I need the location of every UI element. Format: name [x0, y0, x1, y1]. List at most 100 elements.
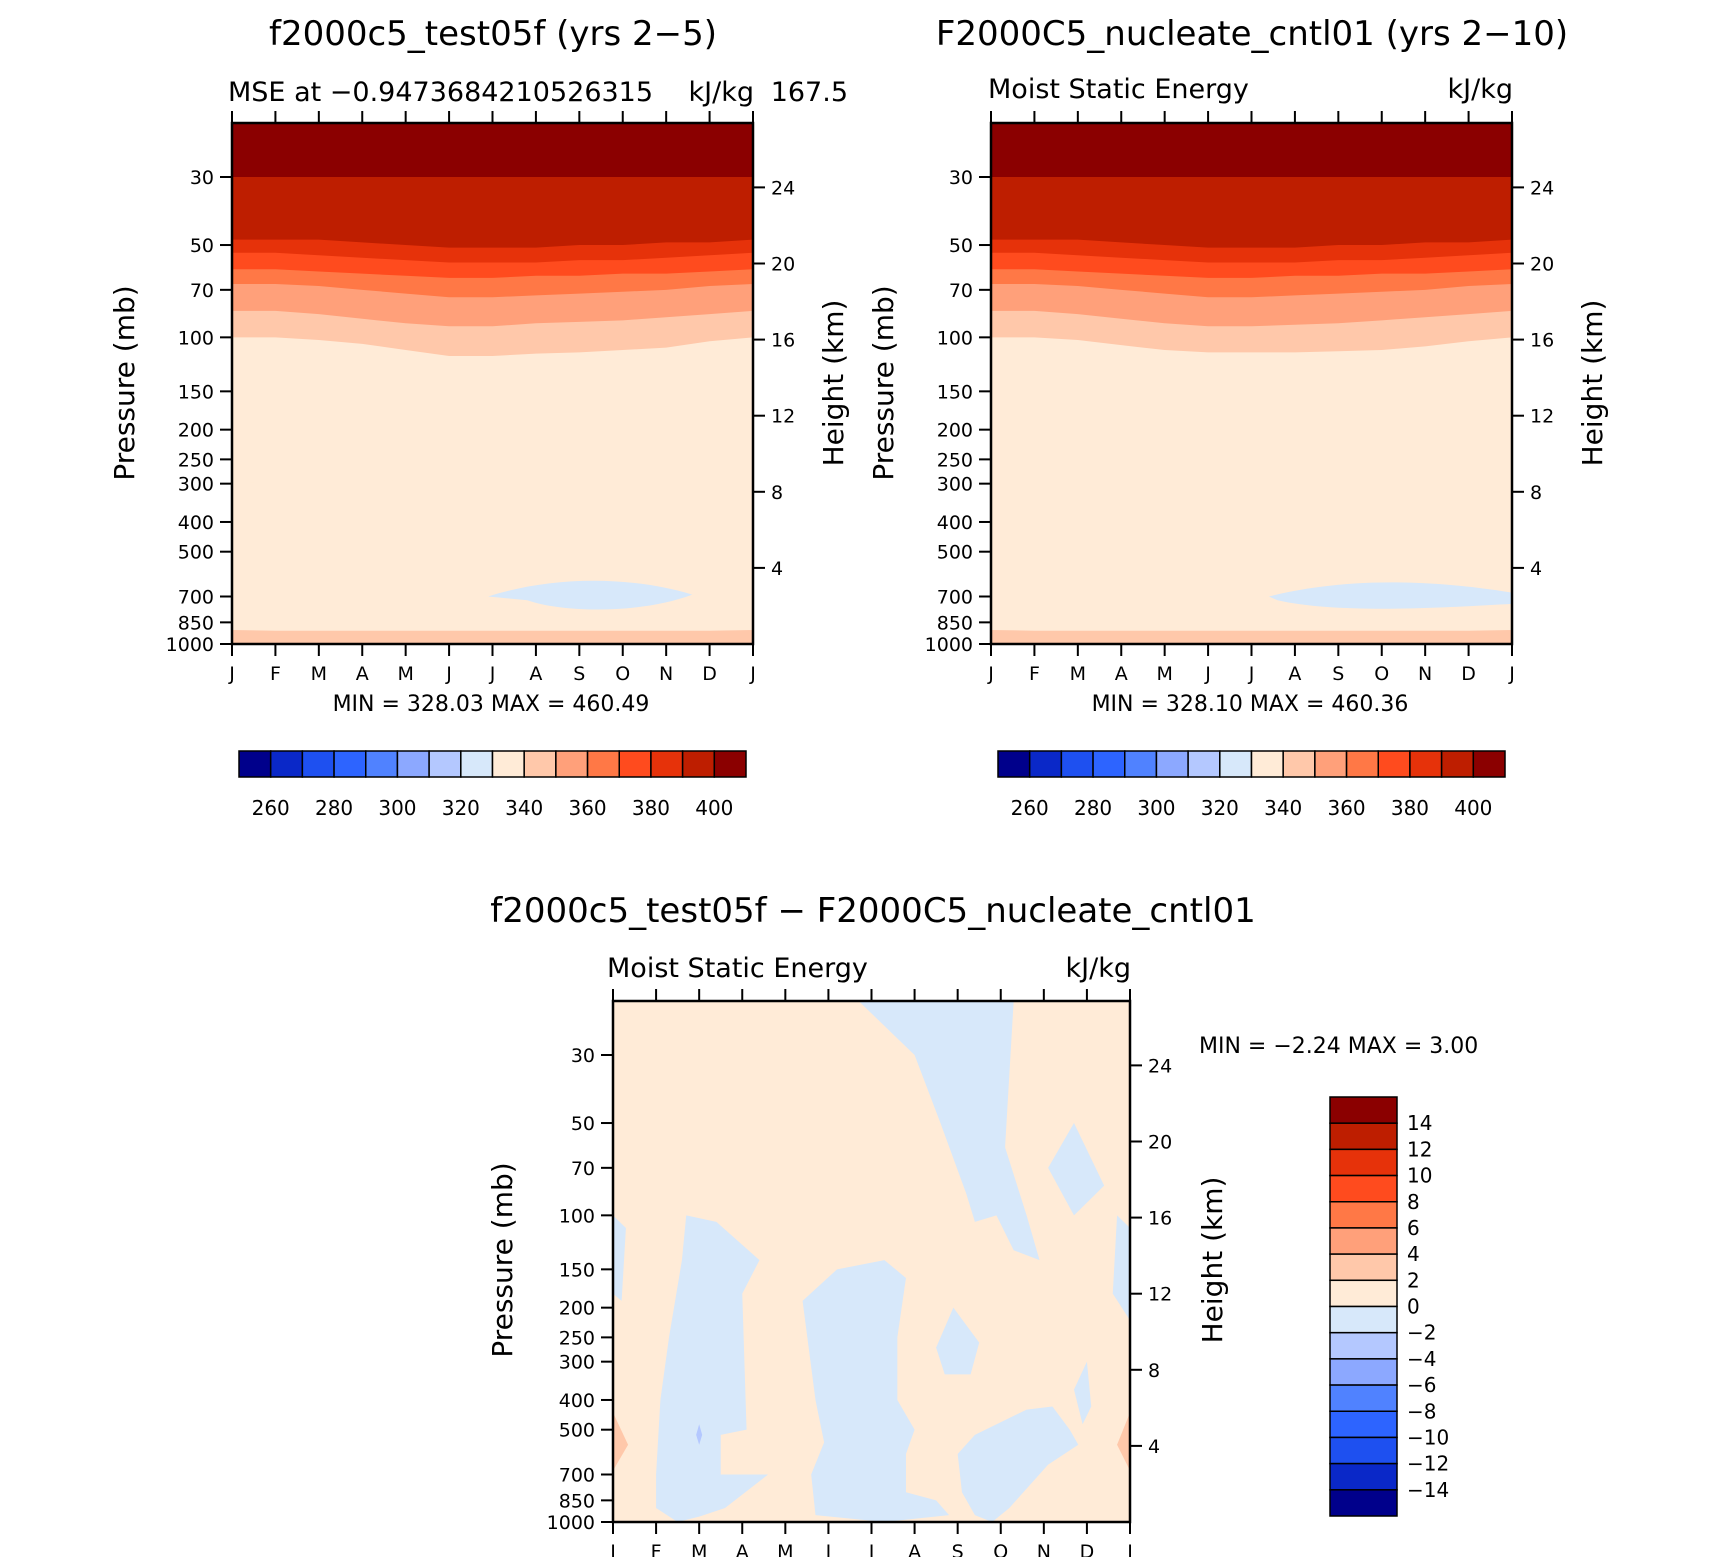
- colorbar-box: [1329, 1489, 1398, 1517]
- panel-cntl01: F2000C5_nucleate_cntl01 (yrs 2−10) Moist…: [867, 14, 1609, 820]
- x-tick-label: J: [987, 663, 994, 685]
- colorbar-box: [1329, 1358, 1398, 1386]
- x-tick-label: N: [1037, 1541, 1051, 1557]
- y2-tick-label: 20: [1530, 253, 1554, 275]
- y-tick-label: 50: [190, 235, 214, 257]
- contour-blob-negative: [1073, 1361, 1092, 1425]
- colorbar-box: [333, 750, 367, 778]
- colorbar-label: 320: [1201, 796, 1239, 820]
- y-tick-label: 300: [937, 474, 973, 496]
- colorbar-box: [586, 750, 620, 778]
- y-tick-label: 70: [190, 280, 214, 302]
- x-tick-label: D: [702, 663, 717, 685]
- y-tick-label: 70: [949, 280, 973, 302]
- colorbar-box: [681, 750, 716, 778]
- y-axis-label: Pressure (mb): [108, 285, 141, 480]
- y2-tick-label: 16: [1530, 330, 1554, 352]
- y-tick-label: 850: [937, 612, 973, 634]
- y-tick-label: 30: [190, 167, 214, 189]
- contour-blob-negative: [1112, 1215, 1130, 1321]
- colorbar-label: 300: [378, 796, 416, 820]
- x-tick-label: M: [777, 1541, 793, 1557]
- y2-tick-label: 4: [771, 558, 783, 580]
- y-tick-label: 150: [937, 381, 973, 403]
- colorbar-label: 340: [505, 796, 543, 820]
- contour-band: [232, 123, 753, 177]
- colorbar-box: [1329, 1174, 1398, 1203]
- y-tick-label: 1000: [925, 634, 973, 656]
- colorbar-box: [555, 750, 589, 778]
- colorbar-label: −14: [1407, 1478, 1449, 1502]
- contour-band-surface: [232, 629, 753, 644]
- colorbar-box: [1329, 1096, 1398, 1124]
- y-axis-label: Pressure (mb): [867, 285, 900, 480]
- y-tick-label: 500: [559, 1420, 595, 1442]
- x-tick-label: A: [1115, 663, 1128, 685]
- y-tick-label: 500: [178, 542, 214, 564]
- y2-tick-label: 20: [771, 253, 795, 275]
- colorbar-box: [713, 750, 747, 778]
- panel-units: kJ/kg: [1448, 74, 1513, 105]
- y-tick-label: 400: [937, 512, 973, 534]
- y2-axis-label: Height (km): [1576, 300, 1609, 467]
- y-tick-label: 30: [571, 1045, 595, 1067]
- colorbar-label: 380: [1391, 796, 1429, 820]
- panel-left-label: MSE at −0.9473684210526315: [228, 77, 653, 108]
- colorbar-box: [1155, 750, 1189, 778]
- colorbar-box: [1440, 750, 1475, 778]
- x-tick-label: O: [1374, 663, 1389, 685]
- colorbar-box: [1219, 750, 1253, 778]
- y2-tick-label: 20: [1148, 1131, 1172, 1153]
- panel-left-label: Moist Static Energy: [607, 953, 868, 984]
- colorbar-label: −2: [1407, 1321, 1436, 1345]
- x-tick-label: M: [1070, 663, 1086, 685]
- colorbar-box: [1314, 750, 1348, 778]
- colorbar: 260 280 300 320 340 360 380 400: [997, 750, 1506, 820]
- colorbar-label: 12: [1407, 1137, 1432, 1161]
- y-tick-label: 100: [937, 327, 973, 349]
- colorbar-box: [365, 750, 399, 778]
- y-tick-label: 700: [937, 586, 973, 608]
- y2-tick-label: 16: [1148, 1208, 1172, 1230]
- colorbar-box: [1329, 1227, 1398, 1255]
- y-tick-label: 150: [178, 381, 214, 403]
- panel-difference: f2000c5_test05f − F2000C5_nucleate_cntl0…: [486, 891, 1478, 1557]
- colorbar-box: [1409, 750, 1443, 778]
- colorbar-box: [1329, 1331, 1398, 1360]
- x-tick-label: J: [489, 663, 496, 685]
- colorbar-box: [1377, 750, 1411, 778]
- y-tick-label: 500: [937, 542, 973, 564]
- colorbar-label: 280: [315, 796, 353, 820]
- colorbar-label: 0: [1407, 1295, 1420, 1319]
- colorbar-box: [1329, 1253, 1398, 1282]
- y2-tick-label: 4: [1148, 1436, 1160, 1458]
- colorbar-box: [396, 750, 430, 778]
- x-tick-label: O: [993, 1541, 1008, 1557]
- colorbar-label: −6: [1407, 1373, 1436, 1397]
- y-tick-label: 50: [949, 235, 973, 257]
- colorbar-label: 360: [1327, 796, 1365, 820]
- contour-blob-negative: [858, 1001, 1040, 1261]
- contour-blob-negative: [802, 1260, 950, 1522]
- x-tick-label: D: [1080, 1541, 1095, 1557]
- y2-tick-label: 12: [771, 406, 795, 428]
- x-tick-label: J: [825, 1541, 832, 1557]
- y-tick-label: 700: [178, 586, 214, 608]
- contour-blob-negative: [656, 1215, 769, 1522]
- x-tick-label: F: [651, 1541, 662, 1557]
- colorbar-box: [650, 750, 684, 778]
- x-tick-label: J: [1126, 1541, 1133, 1557]
- colorbar-label: 380: [632, 796, 670, 820]
- contour-dot: [696, 1424, 703, 1445]
- y-tick-label: 300: [559, 1352, 595, 1374]
- y-tick-label: 400: [178, 512, 214, 534]
- colorbar-box: [1329, 1462, 1398, 1491]
- colorbar-label: 400: [695, 796, 733, 820]
- y-tick-label: 850: [559, 1490, 595, 1512]
- colorbar-box: [1345, 750, 1379, 778]
- colorbar-label: 4: [1407, 1242, 1420, 1266]
- min-max-stats: MIN = 328.10 MAX = 460.36: [1092, 692, 1409, 717]
